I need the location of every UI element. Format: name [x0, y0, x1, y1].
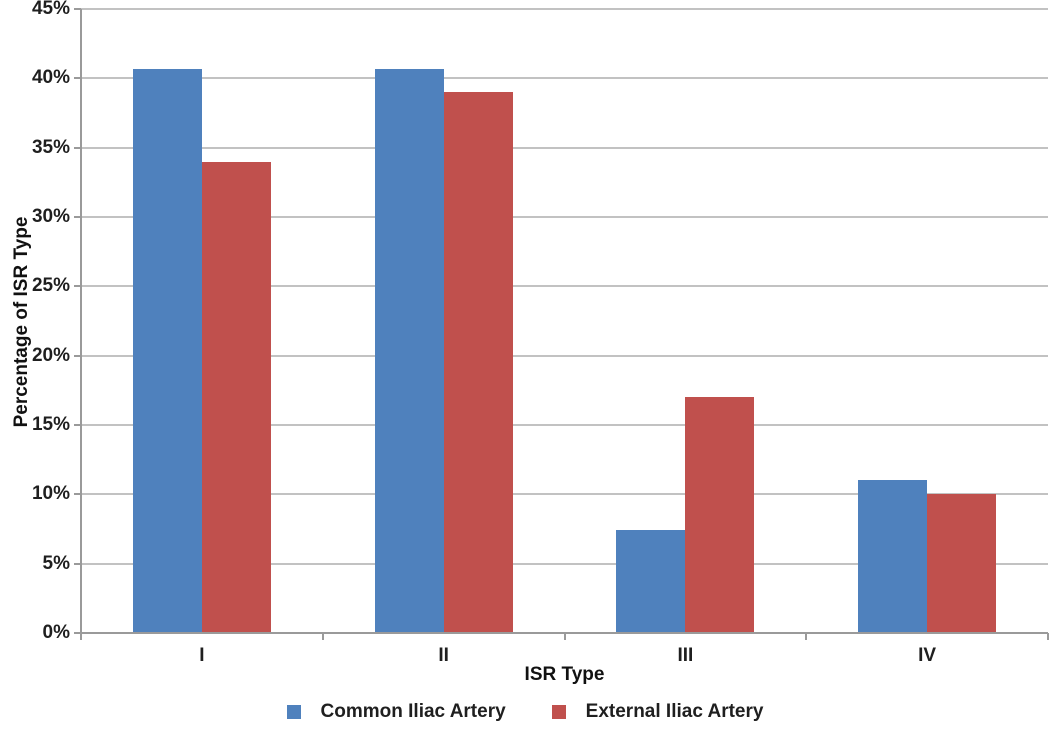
y-axis-line [80, 9, 82, 633]
legend-marker-common-iliac-artery [286, 705, 301, 719]
gridline-40pct [81, 77, 1048, 80]
gridline-5pct [81, 562, 1048, 565]
y-axis-tick-45pct [74, 8, 81, 10]
y-tick-label-20pct: 20% [31, 344, 70, 366]
bar-common-iliac-artery-ii [375, 68, 444, 633]
y-tick-label-45pct: 45% [31, 0, 70, 19]
x-axis-tick-1 [322, 633, 324, 640]
bar-external-iliac-artery-ii [444, 92, 513, 633]
y-tick-label-15pct: 15% [31, 414, 70, 435]
y-tick-label-40pct: 40% [31, 67, 70, 89]
x-axis-tick-2 [564, 633, 566, 640]
legend-label-common-iliac-artery: Common Iliac Artery [320, 701, 506, 722]
x-category-label-iv: IV [918, 645, 937, 666]
gridline-20pct [81, 354, 1048, 357]
y-axis-tick-5pct [74, 562, 81, 565]
y-tick-label-10pct: 10% [31, 483, 70, 505]
y-axis-title: Percentage of ISR Type [11, 216, 32, 428]
y-axis-tick-30pct [74, 216, 81, 218]
legend-label-external-iliac-artery: External Iliac Artery [585, 701, 764, 722]
bar-external-iliac-artery-i [202, 161, 271, 633]
x-category-label-ii: II [438, 645, 449, 666]
gridline-10pct [81, 493, 1048, 496]
legend-item-common-iliac-artery: Common Iliac Artery [286, 701, 506, 723]
y-axis-tick-15pct [74, 424, 81, 426]
y-axis-tick-10pct [74, 493, 81, 496]
bar-external-iliac-artery-iii [685, 397, 754, 633]
gridline-15pct [81, 424, 1048, 426]
y-tick-label-0pct: 0% [42, 622, 70, 643]
bar-common-iliac-artery-i [133, 68, 202, 633]
y-axis-tick-40pct [74, 77, 81, 80]
y-tick-label-30pct: 30% [31, 206, 70, 227]
x-category-label-i: I [199, 645, 205, 666]
y-axis-tick-25pct [74, 285, 81, 288]
bar-external-iliac-artery-iv [927, 494, 996, 633]
y-axis-tick-35pct [74, 146, 81, 149]
x-axis-title: ISR Type [524, 664, 605, 685]
y-axis-tick-0pct [74, 632, 81, 634]
gridline-25pct [81, 285, 1048, 288]
legend: Common Iliac Artery External Iliac Artery [0, 701, 1050, 723]
y-tick-label-35pct: 35% [31, 136, 70, 158]
x-axis-tick-3 [805, 633, 807, 640]
x-axis-tick-4 [1047, 633, 1049, 640]
gridline-30pct [81, 216, 1048, 218]
gridline-35pct [81, 146, 1048, 149]
y-tick-label-25pct: 25% [31, 275, 70, 297]
y-tick-label-5pct: 5% [42, 552, 70, 574]
gridline-45pct [81, 8, 1048, 10]
legend-marker-external-iliac-artery [551, 705, 566, 719]
bar-common-iliac-artery-iv [858, 480, 927, 633]
x-axis-tick-0 [80, 633, 82, 640]
y-axis-tick-20pct [74, 354, 81, 357]
x-category-label-iii: III [677, 645, 694, 666]
bar-common-iliac-artery-iii [616, 530, 685, 633]
legend-item-external-iliac-artery: External Iliac Artery [551, 701, 764, 723]
